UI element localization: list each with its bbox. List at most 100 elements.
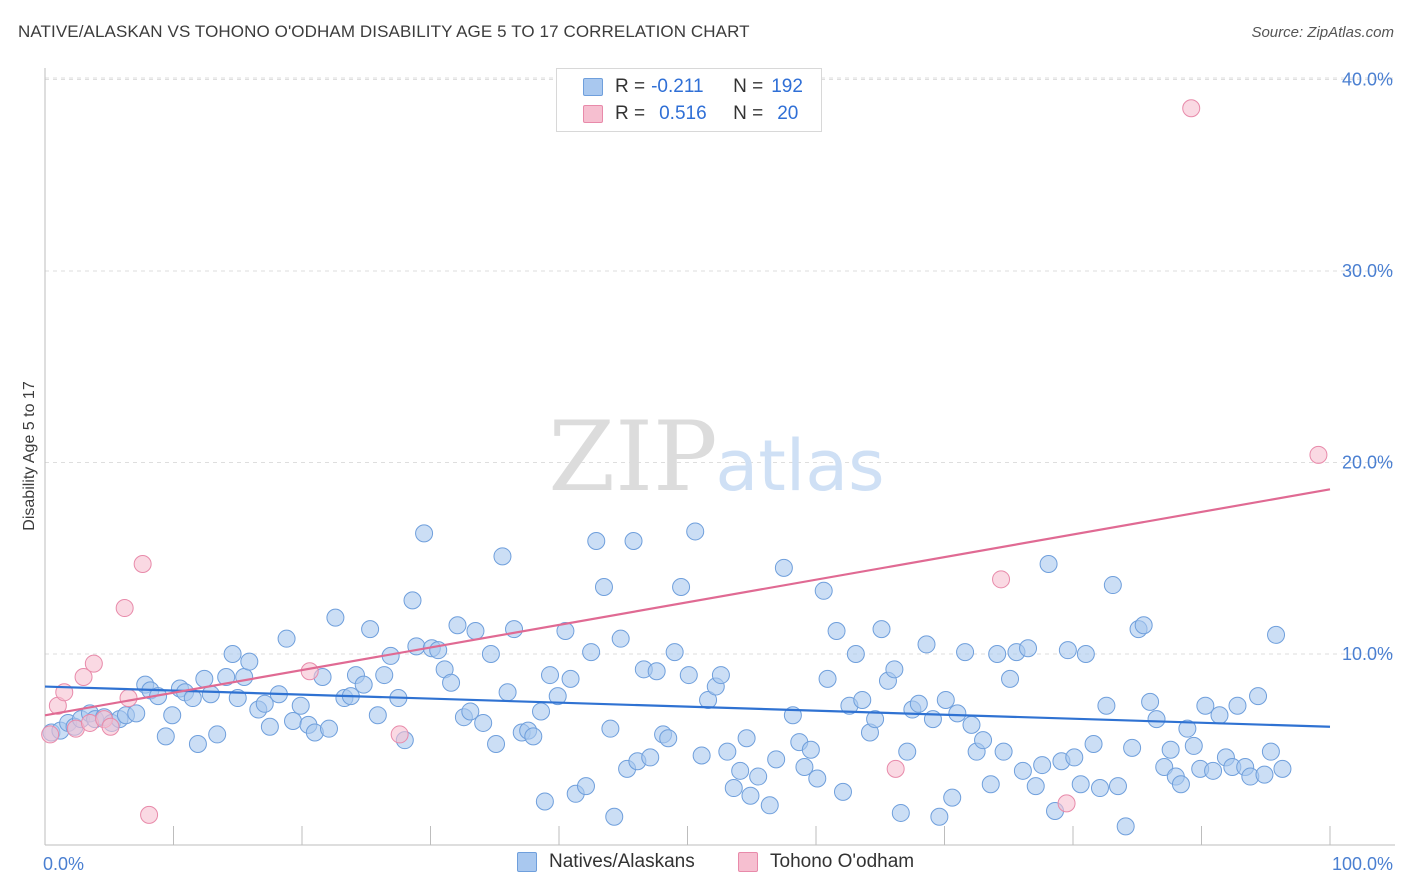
point-tohono — [1182, 99, 1201, 118]
point-natives — [767, 750, 786, 769]
point-natives — [493, 547, 512, 566]
legend-r-label: R = — [615, 103, 646, 124]
point-natives — [930, 807, 949, 826]
trend-lines — [44, 488, 1331, 728]
watermark: ZIP atlas — [548, 401, 884, 513]
point-natives — [474, 713, 493, 732]
point-natives — [718, 742, 737, 761]
point-natives — [524, 727, 543, 746]
legend-item-tohono: Tohono O'odham — [738, 851, 914, 873]
point-tohono — [133, 554, 152, 573]
point-natives — [1155, 757, 1174, 776]
point-natives — [1123, 738, 1142, 757]
point-natives — [442, 673, 461, 692]
point-natives — [594, 577, 613, 596]
point-natives — [548, 687, 567, 706]
point-natives — [1261, 742, 1280, 761]
point-natives — [641, 748, 660, 767]
point-tohono — [140, 805, 159, 824]
point-tohono — [115, 599, 134, 618]
point-natives — [1196, 696, 1215, 715]
point-natives — [240, 652, 259, 671]
point-natives — [1161, 740, 1180, 759]
point-natives — [403, 591, 422, 610]
point-natives — [582, 643, 601, 662]
series-legend: Natives/Alaskans Tohono O'odham — [0, 851, 1406, 879]
point-natives — [814, 581, 833, 600]
point-natives — [665, 643, 684, 662]
legend-r-value: -0.211 — [651, 76, 704, 97]
watermark-atlas: atlas — [715, 425, 884, 507]
x-tick-label: 100.0% — [1332, 854, 1393, 874]
y-tick-label: 20.0% — [1342, 453, 1393, 473]
point-natives — [659, 729, 678, 748]
legend-item-natives: Natives/Alaskans — [517, 851, 695, 873]
point-natives — [368, 706, 387, 725]
point-natives — [891, 803, 910, 822]
point-natives — [917, 635, 936, 654]
point-natives — [375, 666, 394, 685]
point-natives — [994, 742, 1013, 761]
point-natives — [679, 666, 698, 685]
y-tick-label: 10.0% — [1342, 644, 1393, 664]
legend-label-tohono: Tohono O'odham — [770, 851, 915, 872]
point-natives — [943, 788, 962, 807]
point-natives — [1108, 777, 1127, 796]
y-tick-label: 40.0% — [1342, 70, 1393, 90]
point-natives — [801, 740, 820, 759]
point-natives — [535, 792, 554, 811]
point-natives — [731, 761, 750, 780]
legend-n-label: N = — [733, 103, 764, 124]
point-natives — [407, 637, 426, 656]
point-natives — [1103, 576, 1122, 595]
point-natives — [1013, 761, 1032, 780]
point-natives — [1065, 748, 1084, 767]
point-natives — [1097, 696, 1116, 715]
point-natives — [741, 786, 760, 805]
point-natives — [833, 782, 852, 801]
point-natives — [481, 645, 500, 663]
point-natives — [898, 742, 917, 761]
point-tohono — [390, 725, 409, 744]
source-credit: Source: ZipAtlas.com — [1251, 24, 1394, 41]
point-tohono — [1057, 794, 1076, 813]
point-natives — [1249, 687, 1268, 706]
point-natives — [774, 558, 793, 577]
point-natives — [260, 717, 279, 736]
watermark-zip: ZIP — [548, 401, 717, 513]
legend-r-label: R = — [615, 76, 646, 97]
point-natives — [988, 645, 1007, 663]
point-natives — [587, 532, 606, 551]
point-natives — [487, 735, 506, 754]
tick-labels: 10.0% 20.0% 30.0% 40.0% 0.0% 100.0% — [43, 70, 1393, 875]
point-natives — [291, 696, 310, 715]
legend-row-tohono: R = 0.516 N = 20 — [583, 101, 798, 127]
point-natives — [1090, 779, 1109, 798]
point-natives — [208, 725, 227, 744]
point-natives — [461, 702, 480, 721]
point-natives — [846, 645, 865, 663]
point-natives — [909, 694, 928, 713]
point-natives — [692, 746, 711, 765]
point-natives — [611, 629, 630, 648]
point-natives — [605, 807, 624, 826]
point-natives — [541, 666, 560, 685]
point-natives — [624, 532, 643, 551]
point-natives — [1039, 554, 1058, 573]
point-natives — [576, 777, 595, 796]
point-natives — [981, 775, 1000, 794]
legend-n-value: 20 — [777, 103, 799, 124]
legend-label-natives: Natives/Alaskans — [549, 851, 695, 872]
legend-swatch-pink — [738, 852, 758, 872]
point-natives — [1267, 625, 1286, 644]
point-natives — [354, 675, 373, 694]
point-natives — [1273, 759, 1292, 778]
x-tick-label: 0.0% — [43, 854, 84, 874]
legend-n-label: N = — [733, 76, 764, 97]
point-natives — [235, 667, 254, 686]
point-natives — [1147, 710, 1166, 729]
point-natives — [737, 729, 756, 748]
point-natives — [1210, 706, 1229, 725]
trend-line-tohono — [44, 488, 1331, 717]
point-natives — [760, 796, 779, 815]
